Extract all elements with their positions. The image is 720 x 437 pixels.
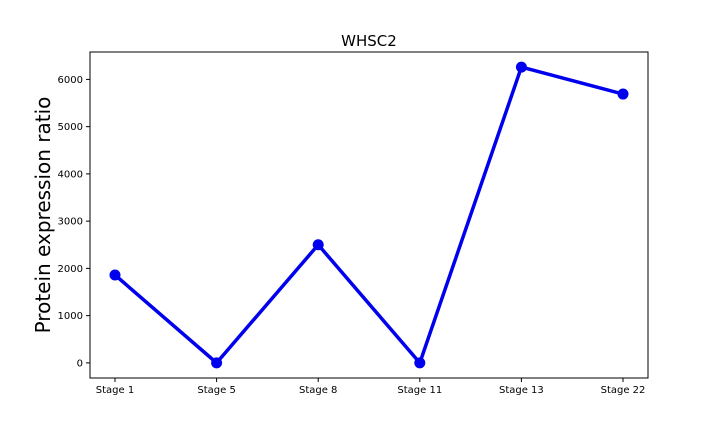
data-point	[414, 357, 426, 369]
x-tick-label: Stage 8	[299, 385, 337, 396]
data-point	[515, 61, 527, 73]
x-tick-label: Stage 5	[197, 385, 235, 396]
x-tick-label: Stage 13	[499, 385, 544, 396]
data-point	[617, 88, 629, 100]
y-tick-label: 4000	[58, 169, 83, 180]
x-tick-label: Stage 1	[96, 385, 134, 396]
data-point	[312, 239, 324, 251]
y-tick-label: 0	[77, 358, 83, 369]
series-layer	[109, 61, 629, 369]
x-tick-label: Stage 11	[397, 385, 442, 396]
x-axis: Stage 1 Stage 5 Stage 8 Stage 11 Stage 13 Sta…	[96, 378, 646, 396]
data-point	[211, 357, 223, 369]
y-tick-label: 3000	[58, 217, 83, 228]
y-axis: 0 1000 2000 3000 4000 5000 6000	[58, 75, 90, 369]
data-point	[109, 269, 121, 281]
series-line	[113, 65, 624, 365]
y-tick-label: 2000	[58, 264, 83, 275]
y-tick-label: 1000	[58, 311, 83, 322]
chart-title: WHSC2	[341, 32, 397, 50]
y-tick-label: 6000	[58, 75, 83, 86]
x-tick-label: Stage 22	[601, 385, 646, 396]
y-axis-label: Protein expression ratio	[31, 97, 55, 334]
y-tick-label: 5000	[58, 122, 83, 133]
plot-frame	[89, 51, 649, 379]
